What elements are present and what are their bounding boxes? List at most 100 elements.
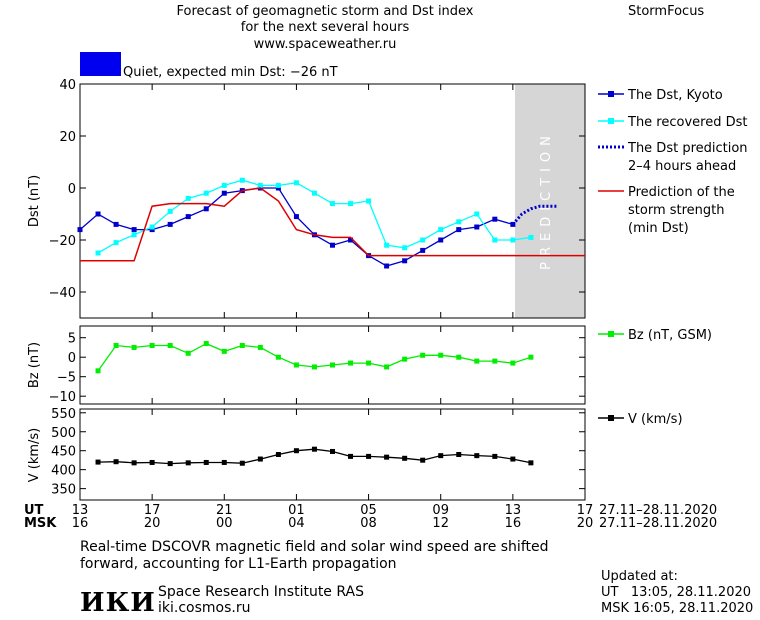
dst-series-marker-1 — [330, 201, 335, 207]
dst-series-marker-1 — [149, 224, 155, 230]
legend-marker-2-0 — [608, 415, 614, 421]
iki-logo: ИКИ — [80, 588, 156, 618]
bz-ytick-label: −10 — [49, 390, 76, 405]
v-series-marker-0 — [384, 454, 390, 460]
dst-series-marker-0 — [384, 263, 390, 269]
dst-series-marker-0 — [185, 214, 191, 220]
v-series-marker-0 — [185, 460, 191, 466]
dst-series-marker-1 — [438, 227, 444, 233]
ut-row-label: UT — [24, 503, 44, 518]
dst-series-marker-0 — [474, 224, 480, 230]
v-series-marker-0 — [456, 452, 462, 457]
ut-tick-label: 01 — [288, 503, 305, 518]
footer-note-line1: Real-time DSCOVR magnetic field and sola… — [80, 539, 549, 555]
legend-label-1-0: Bz (nT, GSM) — [628, 328, 712, 343]
v-series-marker-0 — [167, 461, 173, 467]
ut-tick-label: 13 — [71, 503, 89, 518]
v-ytick-label: 450 — [51, 445, 76, 460]
dst-series-marker-0 — [510, 221, 516, 227]
dst-ytick-label: 20 — [59, 130, 76, 145]
bz-series-marker-0 — [528, 354, 534, 360]
v-panel-frame — [79, 408, 586, 501]
legend-marker-0-0 — [608, 91, 614, 97]
bz-series-marker-0 — [239, 343, 245, 348]
prediction-label: PREDICTION — [539, 130, 554, 270]
website-link[interactable]: www.spaceweather.ru — [253, 37, 397, 52]
dst-ytick-label: −40 — [49, 286, 76, 301]
ut-tick-label: 21 — [216, 503, 233, 518]
bz-series-marker-0 — [474, 358, 480, 364]
legend-label-2-0: V (km/s) — [628, 412, 683, 427]
dst-series-marker-0 — [456, 227, 462, 233]
legend-label-0-2: The Dst prediction — [627, 141, 748, 156]
dst-series-marker-1 — [366, 198, 372, 204]
dst-series-marker-1 — [456, 219, 462, 225]
dst-series-marker-0 — [203, 206, 209, 212]
dst-series-marker-1 — [293, 180, 299, 186]
v-series-marker-0 — [528, 460, 534, 466]
ut-tick-label: 05 — [360, 503, 377, 518]
bz-series-marker-0 — [384, 364, 390, 370]
legend-label-0-3: storm strength — [628, 203, 725, 218]
bz-series-marker-0 — [257, 344, 263, 350]
msk-tick-label: 00 — [216, 516, 233, 531]
institute-site[interactable]: iki.cosmos.ru — [158, 600, 251, 616]
dst-series-marker-0 — [77, 227, 83, 233]
dst-series-marker-0 — [348, 237, 354, 243]
v-series-marker-0 — [474, 453, 480, 459]
v-series-marker-0 — [510, 456, 516, 462]
v-series-marker-0 — [348, 453, 354, 459]
dst-series-marker-1 — [384, 242, 390, 248]
dst-ytick-label: 0 — [68, 182, 76, 197]
dst-series-marker-1 — [239, 177, 245, 183]
legend-label-0-3: (min Dst) — [628, 221, 689, 236]
dst-ytick-label: −20 — [49, 234, 76, 249]
bz-series-marker-0 — [131, 344, 137, 350]
dst-series-marker-1 — [275, 182, 281, 188]
v-series-marker-0 — [420, 457, 426, 463]
dst-series-marker-0 — [149, 227, 155, 233]
v-series-marker-0 — [95, 459, 101, 465]
institute-name: Space Research Institute RAS — [158, 584, 364, 600]
dst-series-line-3 — [80, 187, 585, 262]
bz-series-marker-0 — [293, 362, 299, 368]
ut-tick-label: 09 — [432, 503, 449, 518]
bz-series-marker-0 — [221, 348, 227, 354]
bz-series-marker-0 — [492, 358, 498, 364]
bz-series-marker-0 — [510, 360, 516, 366]
dst-ytick-label: 40 — [59, 78, 76, 93]
status-color-box — [80, 52, 121, 76]
dst-series-marker-1 — [402, 245, 408, 251]
legend-label-0-1: The recovered Dst — [627, 115, 747, 130]
dst-series-marker-1 — [528, 234, 534, 240]
bz-panel-frame — [79, 325, 586, 405]
v-series-marker-0 — [438, 453, 444, 459]
dst-panel-frame — [79, 83, 586, 319]
legend-marker-0-1 — [608, 118, 614, 124]
dst-series-marker-1 — [348, 201, 354, 207]
bz-ytick-label: 0 — [68, 351, 76, 366]
chart-title-line2: for the next several hours — [240, 20, 410, 35]
v-series-marker-0 — [492, 453, 498, 459]
v-ytick-label: 350 — [51, 483, 76, 498]
bz-series-marker-0 — [456, 354, 462, 360]
bz-series-marker-0 — [330, 362, 335, 368]
msk-tick-label: 20 — [143, 516, 161, 531]
v-ylabel: V (km/s) — [27, 428, 42, 483]
dst-series-marker-1 — [167, 208, 173, 214]
dst-series-marker-1 — [311, 190, 317, 196]
dst-series-marker-0 — [438, 237, 444, 243]
bz-series-marker-0 — [420, 352, 426, 358]
dst-series-marker-0 — [293, 214, 299, 220]
dst-series-marker-1 — [474, 211, 480, 217]
dst-series-marker-1 — [113, 240, 119, 246]
v-series-marker-0 — [131, 460, 137, 466]
legend-label-0-0: The Dst, Kyoto — [627, 88, 723, 103]
dst-series-marker-0 — [330, 242, 335, 248]
dst-series-marker-0 — [492, 216, 498, 222]
dst-series-marker-1 — [131, 232, 137, 238]
ut-tick-label: 17 — [143, 503, 161, 518]
bz-series-marker-0 — [311, 364, 317, 370]
bz-series-marker-0 — [203, 341, 209, 347]
msk-date-range: 27.11–28.11.2020 — [599, 516, 718, 531]
